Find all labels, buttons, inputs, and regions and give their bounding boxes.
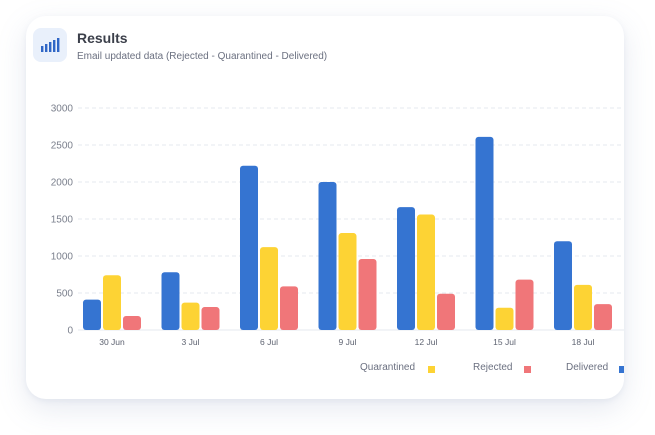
y-tick-label: 1000 <box>51 252 74 263</box>
bar-rejected <box>201 307 220 330</box>
y-tick-label: 3000 <box>51 104 74 115</box>
bar-delivered <box>161 272 180 330</box>
y-tick-label: 1500 <box>51 215 74 226</box>
bar-rejected <box>358 258 377 330</box>
x-tick-label: 3 Jul <box>182 337 200 347</box>
bar-quarantined <box>574 284 592 330</box>
y-tick-label: 2000 <box>51 178 74 189</box>
bar-quarantined <box>417 214 435 330</box>
legend-swatch <box>428 366 435 373</box>
bar-delivered <box>240 165 258 330</box>
results-card: Results Email updated data (Rejected - Q… <box>26 16 624 399</box>
y-tick-label: 2500 <box>51 141 74 152</box>
bar-quarantined <box>338 233 357 330</box>
bar-quarantined <box>260 247 278 330</box>
legend-label: Delivered <box>566 362 609 373</box>
chart-title: Results <box>77 30 128 46</box>
x-tick-label: 18 Jul <box>572 337 595 347</box>
legend-swatch <box>619 366 624 373</box>
legend-label: Rejected <box>473 362 513 373</box>
bar-rejected <box>280 286 298 330</box>
bar-quarantined <box>181 302 200 330</box>
chart-subtitle: Email updated data (Rejected - Quarantin… <box>77 51 328 62</box>
bar-delivered <box>554 241 572 330</box>
bar-delivered <box>397 207 415 330</box>
bar-rejected <box>515 279 534 330</box>
x-tick-label: 15 Jul <box>493 337 516 347</box>
x-tick-label: 30 Jun <box>99 337 125 347</box>
x-tick-label: 6 Jul <box>260 337 278 347</box>
bar-delivered <box>83 299 101 330</box>
bar-chart: 0 500 1000 1500 2000 2500 3000 30 Jun 3 Jul 6 Jul… <box>51 104 624 347</box>
bar-quarantined <box>495 307 514 330</box>
y-tick-label: 500 <box>56 289 73 300</box>
y-tick-label: 0 <box>67 326 73 337</box>
x-tick-label: 12 Jul <box>415 337 438 347</box>
bar-chart-icon <box>33 28 67 62</box>
bar-rejected <box>594 304 612 330</box>
x-tick-label: 9 Jul <box>339 337 357 347</box>
bar-quarantined <box>103 275 121 330</box>
bar-delivered <box>318 182 337 330</box>
legend-swatch <box>524 366 531 373</box>
bar-rejected <box>123 315 141 330</box>
legend-label: Quarantined <box>360 362 416 373</box>
bar-rejected <box>437 293 455 330</box>
bar-delivered <box>475 136 494 330</box>
